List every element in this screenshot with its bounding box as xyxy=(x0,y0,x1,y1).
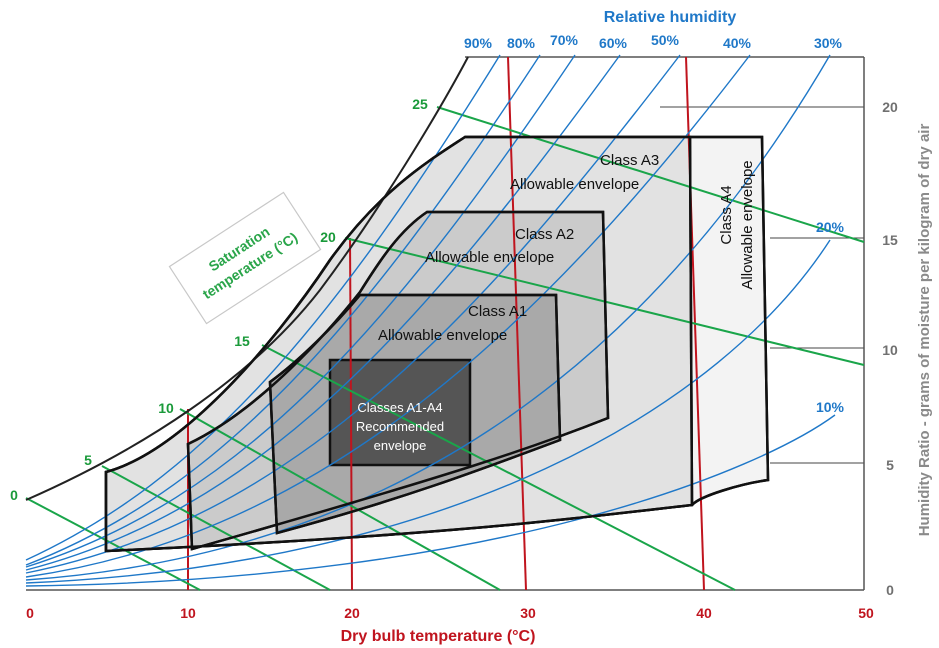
rh-label: 80% xyxy=(507,35,536,51)
dry-bulb-title: Dry bulb temperature (°C) xyxy=(341,628,536,645)
rh-label: 60% xyxy=(599,35,628,51)
dry-bulb-tick: 10 xyxy=(180,605,196,621)
dry-bulb-tick: 40 xyxy=(696,605,712,621)
humidity-ratio-tick: 20 xyxy=(882,99,898,115)
humidity-ratio-tick: 0 xyxy=(886,582,894,598)
rh-label: 40% xyxy=(723,35,752,51)
dry-bulb-tick: 30 xyxy=(520,605,536,621)
recommended-line2: Recommended xyxy=(356,419,444,434)
saturation-tick: 15 xyxy=(234,333,250,349)
dry-bulb-ticks: 0 10 20 30 40 50 xyxy=(26,605,874,621)
humidity-ratio-tick: 10 xyxy=(882,342,898,358)
recommended-line1: Classes A1-A4 xyxy=(357,400,442,415)
dry-bulb-tick: 50 xyxy=(858,605,874,621)
a4-title: Class A4 xyxy=(718,185,735,244)
saturation-tick: 5 xyxy=(84,452,92,468)
rh-label: 20% xyxy=(816,219,845,235)
humidity-ratio-title: Humidity Ratio - grams of moisture per k… xyxy=(916,124,933,537)
a1-title: Class A1 xyxy=(468,303,527,320)
saturation-tick: 20 xyxy=(320,229,336,245)
rh-label: 30% xyxy=(814,35,843,51)
humidity-ratio-tick: 15 xyxy=(882,232,898,248)
a2-subtitle: Allowable envelope xyxy=(425,249,554,266)
rh-title: Relative humidity xyxy=(604,9,737,26)
recommended-line3: envelope xyxy=(374,438,427,453)
a3-subtitle: Allowable envelope xyxy=(510,176,639,193)
rh-label: 10% xyxy=(816,399,845,415)
saturation-tick: 10 xyxy=(158,400,174,416)
envelopes xyxy=(106,137,768,551)
rh-label: 90% xyxy=(464,35,493,51)
dry-bulb-tick: 0 xyxy=(26,605,34,621)
a4-subtitle: Allowable envelope xyxy=(739,160,756,289)
humidity-ratio-ticks: 0 5 10 15 20 xyxy=(882,99,898,598)
saturation-tick: 25 xyxy=(412,96,428,112)
a3-title: Class A3 xyxy=(600,152,659,169)
a2-title: Class A2 xyxy=(515,226,574,243)
saturation-tick: 0 xyxy=(10,487,18,503)
rh-label: 50% xyxy=(651,32,680,48)
humidity-ratio-tick: 5 xyxy=(886,457,894,473)
a1-subtitle: Allowable envelope xyxy=(378,327,507,344)
dry-bulb-tick: 20 xyxy=(344,605,360,621)
rh-label: 70% xyxy=(550,32,579,48)
